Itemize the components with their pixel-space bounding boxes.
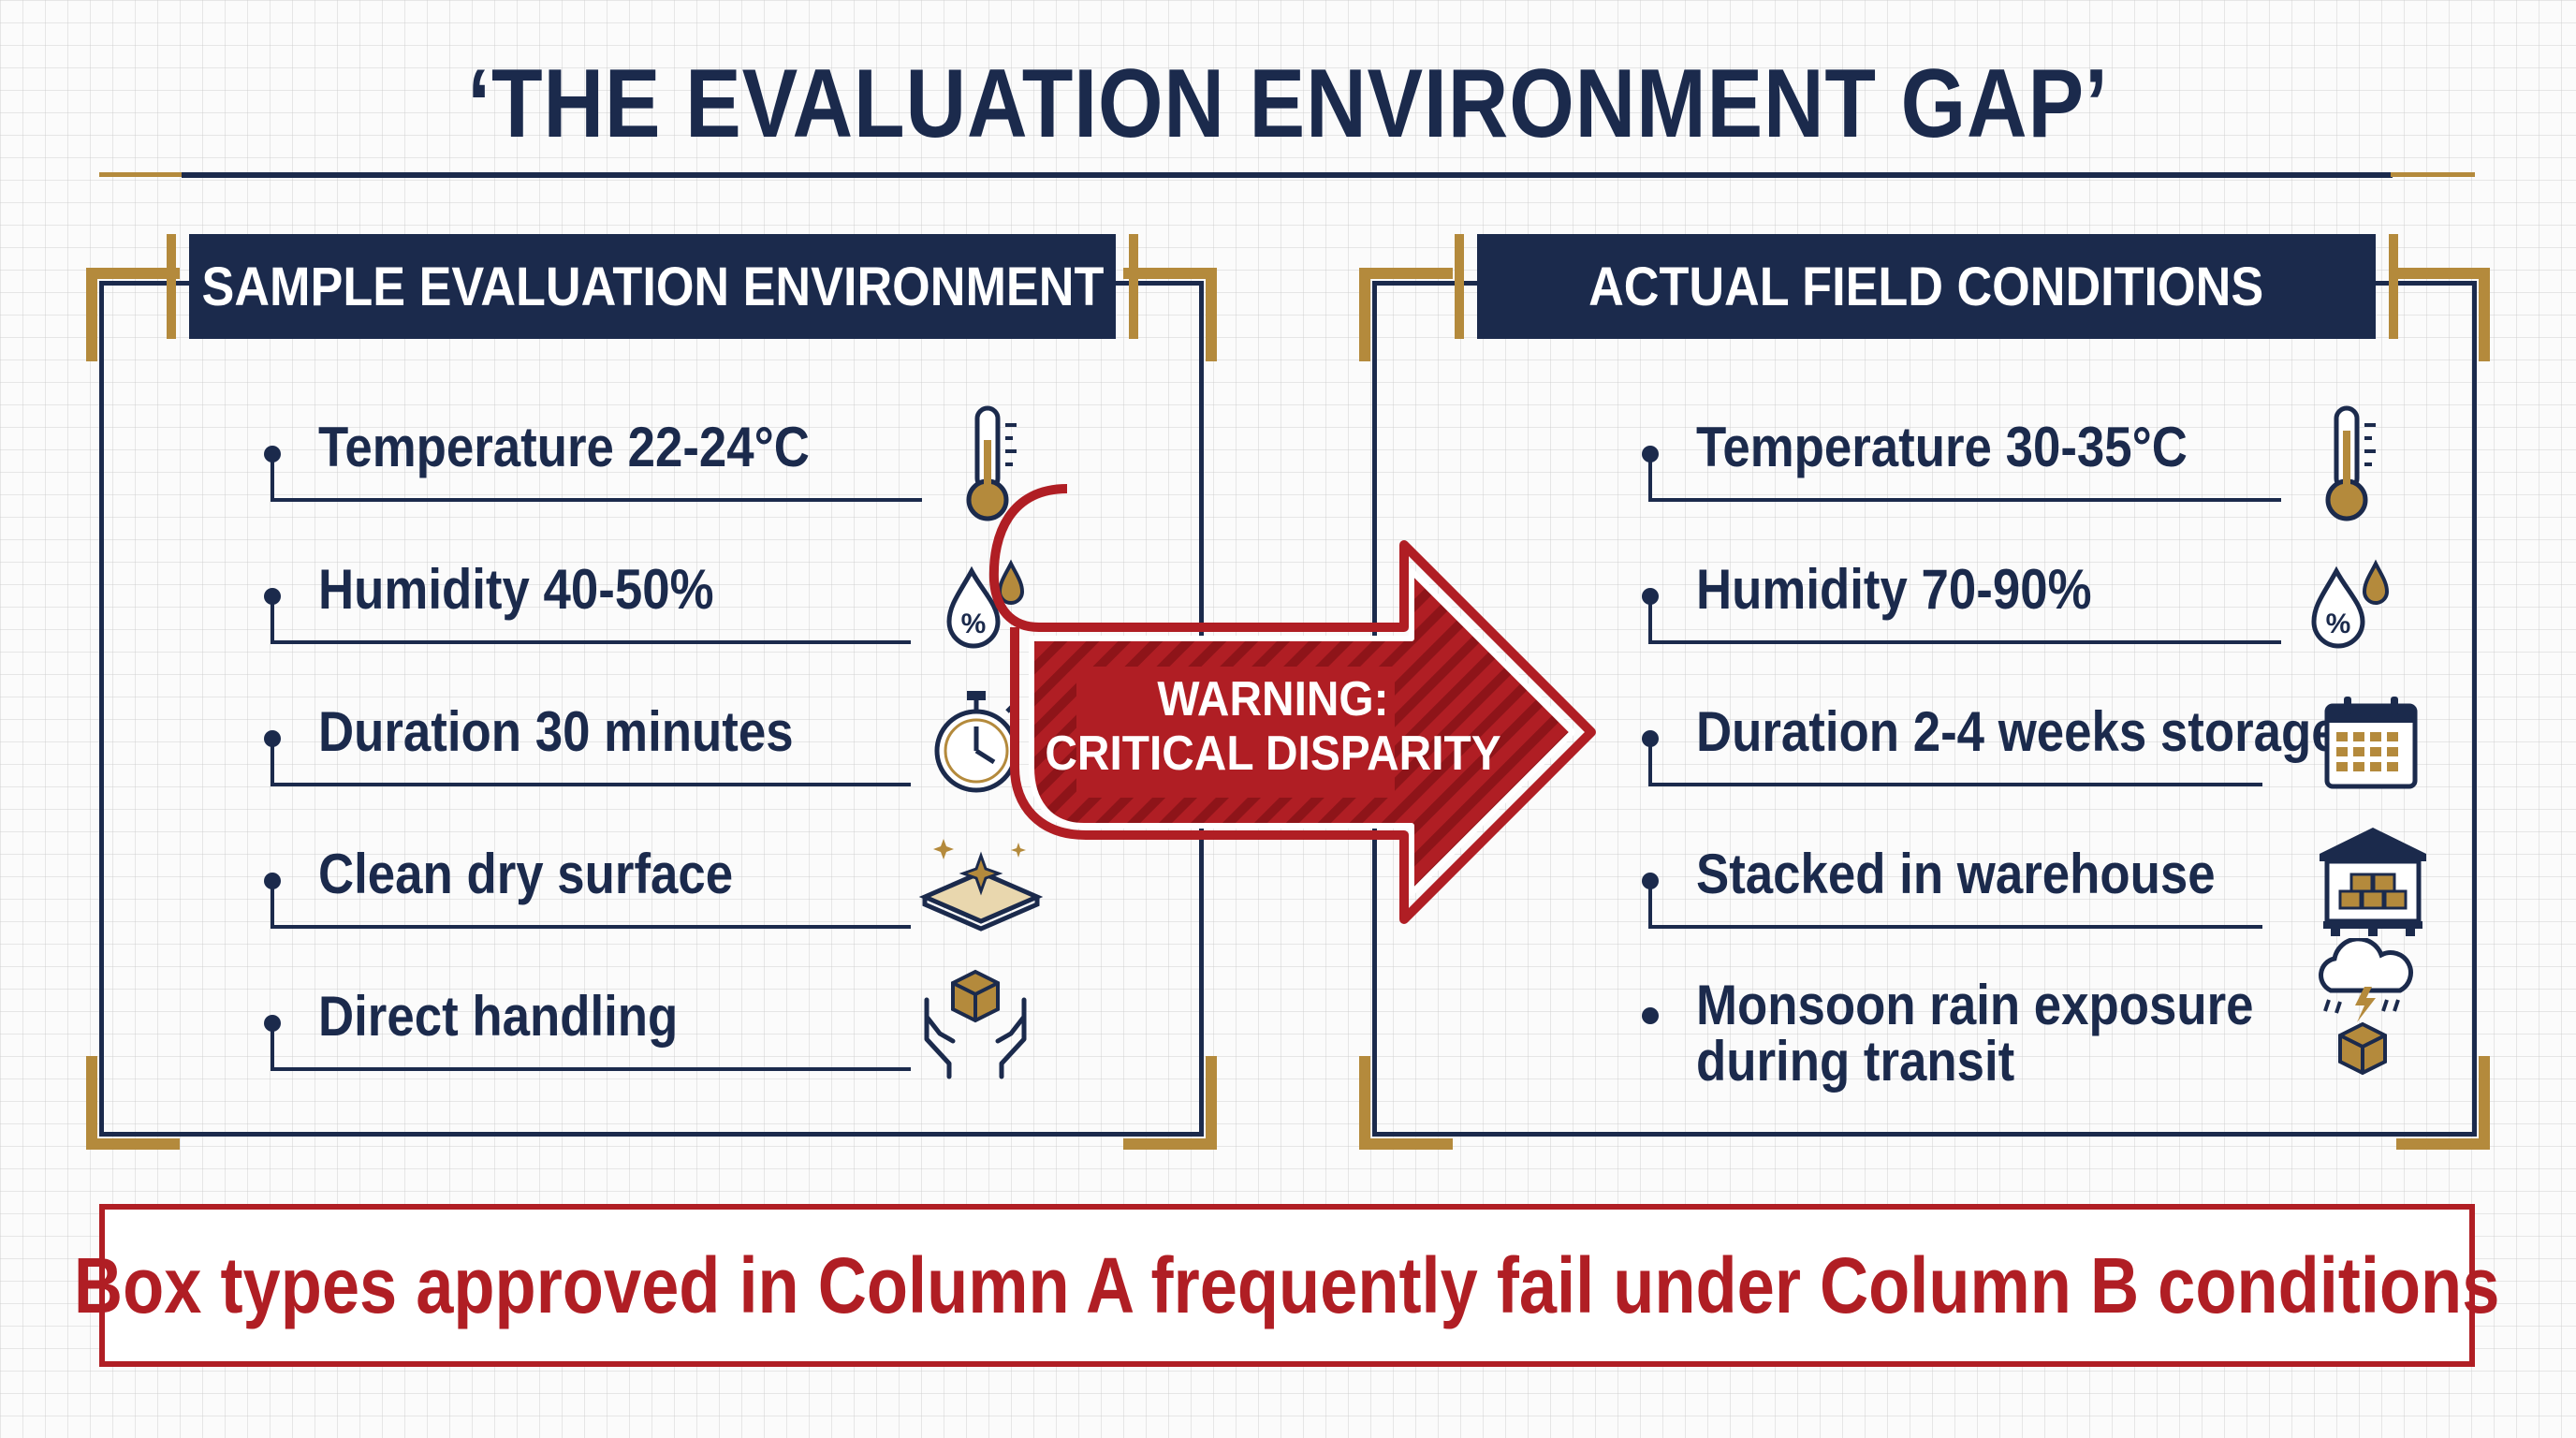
left-item-label: Duration 30 minutes: [318, 700, 794, 763]
left-item-handling: Direct handling: [264, 969, 1106, 1099]
warning-arrow-icon: [988, 484, 1596, 924]
right-item-label: Humidity 70-90%: [1696, 558, 2092, 621]
humidity-drop-icon: %: [946, 559, 1025, 649]
svg-text:%: %: [2326, 609, 2351, 639]
storm-box-icon: [2319, 938, 2413, 1076]
page-title: ‘THE EVALUATION ENVIRONMENT GAP’: [467, 50, 2109, 158]
right-item-monsoon: Monsoon rain exposure during transit: [1642, 938, 2447, 1099]
title-divider: [99, 172, 2475, 180]
thermometer-icon: [2325, 405, 2376, 521]
left-panel-heading: SAMPLE EVALUATION ENVIRONMENT: [167, 234, 1138, 339]
svg-text:%: %: [961, 609, 987, 639]
right-panel: ACTUAL FIELD CONDITIONS Temperature 30-3…: [1359, 234, 2490, 1150]
conclusion-callout: Box types approved in Column A frequentl…: [74, 1204, 2500, 1367]
right-item-duration: Duration 2-4 weeks storage: [1642, 697, 2447, 814]
left-item-surface: Clean dry surface: [264, 839, 1106, 957]
left-item-humidity: Humidity 40-50% %: [264, 558, 1106, 672]
left-item-temperature: Temperature 22-24°C: [264, 405, 1106, 530]
right-item-label: Duration 2-4 weeks storage: [1696, 700, 2339, 763]
right-item-stacked: Stacked in warehouse: [1642, 828, 2447, 957]
stopwatch-icon: [934, 691, 1018, 793]
left-panel: SAMPLE EVALUATION ENVIRONMENT Temperatur…: [86, 234, 1217, 1150]
right-item-label: Temperature 30-35°C: [1696, 416, 2188, 478]
hands-box-icon: [924, 969, 1027, 1079]
thermometer-icon: [966, 405, 1017, 521]
left-item-label: Humidity 40-50%: [318, 558, 714, 621]
right-item-temperature: Temperature 30-35°C: [1642, 405, 2447, 530]
warning-arrow-label: WARNING: CRITICAL DISPARITY: [1045, 672, 1501, 782]
right-panel-heading: ACTUAL FIELD CONDITIONS: [1455, 234, 2398, 339]
right-item-label: Stacked in warehouse: [1696, 843, 2216, 905]
left-item-label: Temperature 22-24°C: [318, 416, 810, 478]
warehouse-icon: [2320, 828, 2426, 936]
humidity-drop-icon: %: [2311, 559, 2390, 649]
clean-surface-icon: [918, 839, 1044, 932]
right-item-humidity: Humidity 70-90% %: [1642, 558, 2447, 672]
right-item-label: Monsoon rain exposure during transit: [1696, 974, 2254, 1093]
calendar-icon: [2324, 697, 2418, 789]
left-item-duration: Duration 30 minutes: [264, 691, 1106, 814]
left-item-label: Clean dry surface: [318, 843, 734, 905]
left-item-label: Direct handling: [318, 985, 679, 1048]
conclusion-text: Box types approved in Column A frequentl…: [74, 1240, 2500, 1329]
